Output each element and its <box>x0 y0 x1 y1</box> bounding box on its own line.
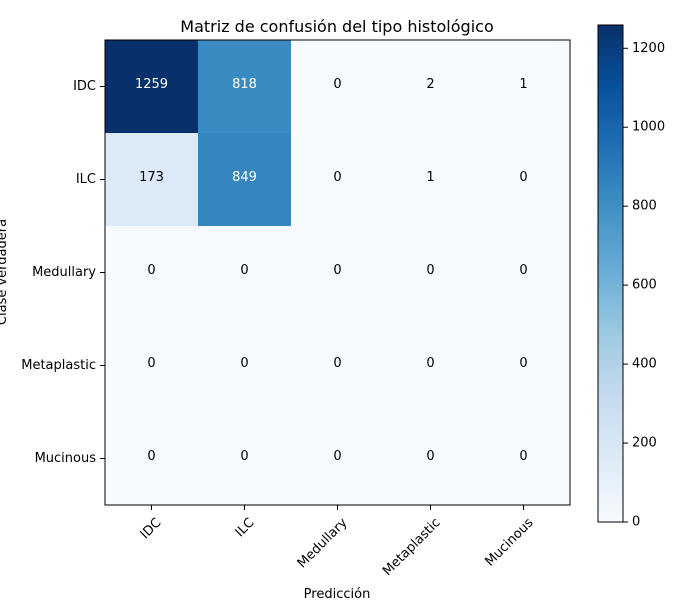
heatmap-cell <box>477 319 571 413</box>
y-tick-label: ILC <box>76 172 96 187</box>
colorbar-tick-label: 200 <box>632 436 657 451</box>
heatmap-cell <box>198 133 292 227</box>
cell-value-label: 1 <box>426 170 434 185</box>
heatmap-cell <box>105 40 199 134</box>
cell-value-label: 0 <box>333 170 341 185</box>
x-tick-label: ILC <box>233 515 258 540</box>
heatmap-cell <box>198 226 292 320</box>
x-tick-label: IDC <box>138 515 165 542</box>
cell-value-label: 0 <box>240 449 248 464</box>
colorbar <box>597 24 624 523</box>
y-axis-label: Clase verdadera <box>0 219 10 325</box>
heatmap-cell <box>198 319 292 413</box>
heatmap-cell <box>477 412 571 506</box>
y-tick-label: Mucinous <box>35 451 97 466</box>
y-tick-label: Metaplastic <box>21 358 96 373</box>
heatmap-cell <box>291 226 385 320</box>
heatmap-cell <box>291 40 385 134</box>
cell-value-label: 0 <box>147 263 155 278</box>
heatmap-cell <box>105 226 199 320</box>
heatmap-cell <box>477 226 571 320</box>
heatmap-cell <box>291 133 385 227</box>
x-axis-label: Predicción <box>304 587 371 600</box>
cell-value-label: 0 <box>426 356 434 371</box>
colorbar-tick-label: 800 <box>632 199 657 214</box>
cell-value-label: 0 <box>333 77 341 92</box>
cell-value-label: 2 <box>426 77 434 92</box>
cell-value-label: 1259 <box>135 77 168 92</box>
cell-value-label: 849 <box>232 170 257 185</box>
x-tick-label: Metaplastic <box>380 515 443 578</box>
cell-value-label: 0 <box>333 356 341 371</box>
cell-value-label: 0 <box>147 356 155 371</box>
cell-value-label: 0 <box>426 263 434 278</box>
heatmap-cell <box>384 412 478 506</box>
cell-value-label: 0 <box>519 263 527 278</box>
heatmap-cell <box>384 40 478 134</box>
heatmap-cell <box>384 133 478 227</box>
cell-value-label: 818 <box>232 77 257 92</box>
cell-value-label: 0 <box>333 449 341 464</box>
y-axis-ticks: IDC ILC Medullary Metaplastic Mucinous <box>21 79 105 466</box>
cell-value-label: 0 <box>240 356 248 371</box>
heatmap-cell <box>198 412 292 506</box>
cell-value-label: 0 <box>147 449 155 464</box>
colorbar-tick-label: 1000 <box>632 120 665 135</box>
cell-value-label: 0 <box>519 170 527 185</box>
cell-value-label: 0 <box>240 263 248 278</box>
heatmap-cell <box>105 319 199 413</box>
chart-title: Matriz de confusión del tipo histológico <box>180 17 493 36</box>
colorbar-tick-label: 600 <box>632 278 657 293</box>
y-tick-label: IDC <box>73 79 96 94</box>
heatmap-cell <box>384 319 478 413</box>
heatmap-cell <box>198 40 292 134</box>
heatmap-cell <box>291 412 385 506</box>
colorbar-ticks: 0 200 400 600 800 1000 1200 <box>623 41 665 530</box>
heatmap-cell <box>477 133 571 227</box>
cell-value-label: 173 <box>139 170 164 185</box>
x-axis-ticks: IDC ILC Medullary Metaplastic Mucinous <box>138 505 537 579</box>
heatmap-cell <box>384 226 478 320</box>
x-tick-label: Mucinous <box>483 515 537 569</box>
colorbar-tick-label: 0 <box>632 515 640 530</box>
y-tick-label: Medullary <box>32 265 96 280</box>
cell-value-label: 0 <box>519 356 527 371</box>
heatmap-cell <box>105 412 199 506</box>
colorbar-tick-label: 1200 <box>632 41 665 56</box>
heatmap-cell <box>477 40 571 134</box>
heatmap-cell-labels: 1259 818 0 2 1 173 849 0 1 0 0 0 0 0 0 0 0 0 0 0 0 0 0 0 0 <box>135 77 528 464</box>
colorbar-tick-label: 400 <box>632 357 657 372</box>
heatmap-cells <box>105 40 571 506</box>
heatmap-cell <box>105 133 199 227</box>
cell-value-label: 0 <box>333 263 341 278</box>
cell-value-label: 0 <box>519 449 527 464</box>
cell-value-label: 0 <box>426 449 434 464</box>
x-tick-label: Medullary <box>295 515 351 571</box>
cell-value-label: 1 <box>519 77 527 92</box>
heatmap-cell <box>291 319 385 413</box>
